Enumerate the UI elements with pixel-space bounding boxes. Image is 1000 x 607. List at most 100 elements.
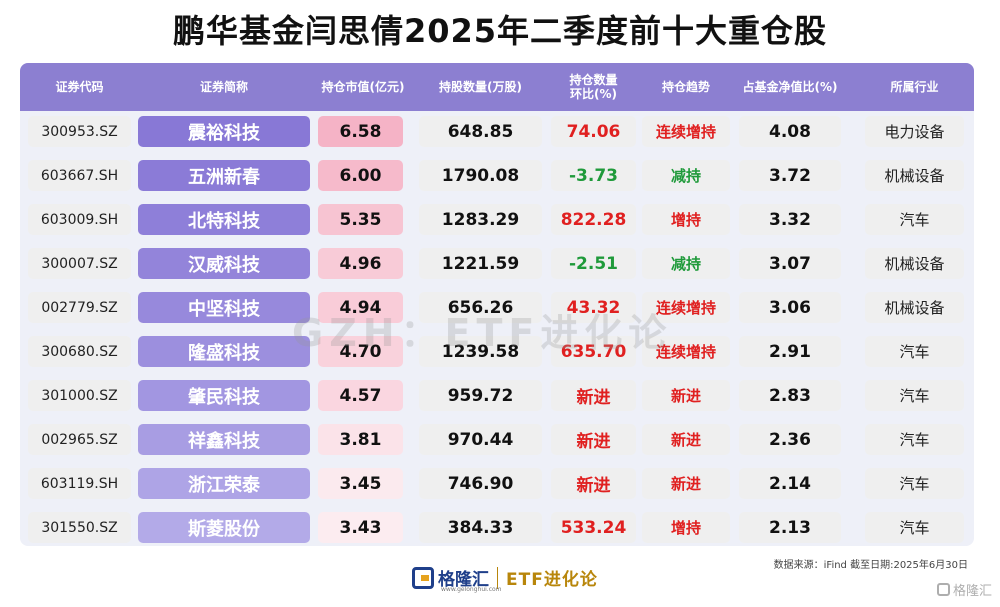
cell-change: 635.70 xyxy=(551,336,636,367)
cell-code: 301550.SZ xyxy=(28,512,131,543)
header-code: 证券代码 xyxy=(55,80,104,94)
table-row: 300953.SZ 震裕科技 6.58 648.85 74.06 连续增持 4.08 电力设备 xyxy=(20,111,974,155)
watermark: GZH：ETF进化论 xyxy=(292,311,673,355)
cell-change: 新进 xyxy=(551,380,636,411)
cell-trend: 增持 xyxy=(642,204,730,235)
cell-quantity: 656.26 xyxy=(419,292,542,323)
cell-nav-pct: 3.32 xyxy=(739,204,841,235)
cell-change: 822.28 xyxy=(551,204,636,235)
table-row: 603119.SH 浙江荣泰 3.45 746.90 新进 新进 2.14 汽车 xyxy=(20,463,974,507)
cell-trend: 增持 xyxy=(642,512,730,543)
table-row: 301000.SZ 肇民科技 4.57 959.72 新进 新进 2.83 汽车 xyxy=(20,375,974,419)
cell-nav-pct: 2.91 xyxy=(739,336,841,367)
cell-change: -2.51 xyxy=(551,248,636,279)
cell-trend: 新进 xyxy=(642,380,730,411)
cell-quantity: 1239.58 xyxy=(419,336,542,367)
cell-trend: 连续增持 xyxy=(642,116,730,147)
footer-divider xyxy=(497,566,498,589)
cell-name: 肇民科技 xyxy=(138,380,310,411)
cell-code: 300007.SZ xyxy=(28,248,131,279)
cell-industry: 机械设备 xyxy=(865,292,964,323)
cell-code: 002965.SZ xyxy=(28,424,131,455)
table-row: 301550.SZ 斯菱股份 3.43 384.33 533.24 增持 2.13 汽车 xyxy=(20,507,974,551)
cell-code: 603119.SH xyxy=(28,468,131,499)
cell-trend: 新进 xyxy=(642,468,730,499)
cell-nav-pct: 2.36 xyxy=(739,424,841,455)
cell-quantity: 1790.08 xyxy=(419,160,542,191)
logo-name: 格隆汇 xyxy=(438,570,489,590)
cell-market-value: 4.96 xyxy=(318,248,403,279)
cell-industry: 机械设备 xyxy=(865,160,964,191)
cell-name: 中坚科技 xyxy=(138,292,310,323)
cell-change: 新进 xyxy=(551,424,636,455)
cell-code: 301000.SZ xyxy=(28,380,131,411)
cell-code: 603667.SH xyxy=(28,160,131,191)
gelonghui-logo-icon xyxy=(412,566,434,589)
cell-nav-pct: 4.08 xyxy=(739,116,841,147)
cell-industry: 汽车 xyxy=(865,336,964,367)
cell-change: 新进 xyxy=(551,468,636,499)
page-title: 鹏华基金闫思倩2025年二季度前十大重仓股 xyxy=(172,12,828,50)
cell-trend: 减持 xyxy=(642,248,730,279)
cell-trend: 减持 xyxy=(642,160,730,191)
cell-trend: 新进 xyxy=(642,424,730,455)
cell-name: 汉威科技 xyxy=(138,248,310,279)
header-change: 持仓数量 环比(%) xyxy=(569,73,618,101)
cell-change: 43.32 xyxy=(551,292,636,323)
cell-industry: 汽车 xyxy=(865,204,964,235)
cell-code: 300953.SZ xyxy=(28,116,131,147)
cell-code: 002779.SZ xyxy=(28,292,131,323)
cell-industry: 汽车 xyxy=(865,424,964,455)
cell-industry: 机械设备 xyxy=(865,248,964,279)
table-row: 002965.SZ 祥鑫科技 3.81 970.44 新进 新进 2.36 汽车 xyxy=(20,419,974,463)
cell-code: 603009.SH xyxy=(28,204,131,235)
header-nav-pct: 占基金净值比(%) xyxy=(742,80,838,94)
table-row: 603009.SH 北特科技 5.35 1283.29 822.28 增持 3.32 汽车 xyxy=(20,199,974,243)
data-source-note: 数据来源：iFind 截至日期:2025年6月30日 xyxy=(773,560,968,571)
corner-watermark: 格隆汇 xyxy=(936,580,992,599)
cell-nav-pct: 2.13 xyxy=(739,512,841,543)
logo-url: www.gelonghui.com xyxy=(441,586,502,593)
cell-market-value: 3.45 xyxy=(318,468,403,499)
cell-nav-pct: 3.07 xyxy=(739,248,841,279)
cell-name: 北特科技 xyxy=(138,204,310,235)
header-market-value: 持仓市值(亿元) xyxy=(321,80,405,94)
cell-name: 震裕科技 xyxy=(138,116,310,147)
cell-market-value: 6.58 xyxy=(318,116,403,147)
cell-quantity: 384.33 xyxy=(419,512,542,543)
cell-industry: 汽车 xyxy=(865,468,964,499)
footer-branding: 格隆汇 ETF进化论 xyxy=(412,565,598,590)
cell-nav-pct: 3.06 xyxy=(739,292,841,323)
cell-name: 祥鑫科技 xyxy=(138,424,310,455)
cell-market-value: 3.81 xyxy=(318,424,403,455)
cell-quantity: 959.72 xyxy=(419,380,542,411)
cell-quantity: 746.90 xyxy=(419,468,542,499)
cell-nav-pct: 2.83 xyxy=(739,380,841,411)
cell-nav-pct: 3.72 xyxy=(739,160,841,191)
header-industry: 所属行业 xyxy=(890,80,939,94)
cell-trend: 连续增持 xyxy=(642,336,730,367)
brand-name: ETF进化论 xyxy=(506,570,598,590)
table-row: 300680.SZ 隆盛科技 4.70 1239.58 635.70 连续增持 2.91 汽车 xyxy=(20,331,974,375)
cell-name: 五洲新春 xyxy=(138,160,310,191)
cell-name: 隆盛科技 xyxy=(138,336,310,367)
table-row: 603667.SH 五洲新春 6.00 1790.08 -3.73 减持 3.72 机械设备 xyxy=(20,155,974,199)
cell-industry: 汽车 xyxy=(865,512,964,543)
cell-market-value: 4.57 xyxy=(318,380,403,411)
cell-market-value: 4.70 xyxy=(318,336,403,367)
cell-market-value: 4.94 xyxy=(318,292,403,323)
cell-name: 斯菱股份 xyxy=(138,512,310,543)
table-header: 证券代码 证券简称 持仓市值(亿元) 持股数量(万股) 持仓数量 环比(%) 持… xyxy=(20,63,974,111)
cell-trend: 连续增持 xyxy=(642,292,730,323)
cell-market-value: 6.00 xyxy=(318,160,403,191)
cell-quantity: 648.85 xyxy=(419,116,542,147)
cell-nav-pct: 2.14 xyxy=(739,468,841,499)
cell-change: 533.24 xyxy=(551,512,636,543)
header-trend: 持仓趋势 xyxy=(661,80,710,94)
cell-code: 300680.SZ xyxy=(28,336,131,367)
cell-market-value: 5.35 xyxy=(318,204,403,235)
header-name: 证券简称 xyxy=(199,80,248,94)
cell-change: -3.73 xyxy=(551,160,636,191)
cell-industry: 电力设备 xyxy=(865,116,964,147)
corner-logo-icon xyxy=(936,583,950,596)
